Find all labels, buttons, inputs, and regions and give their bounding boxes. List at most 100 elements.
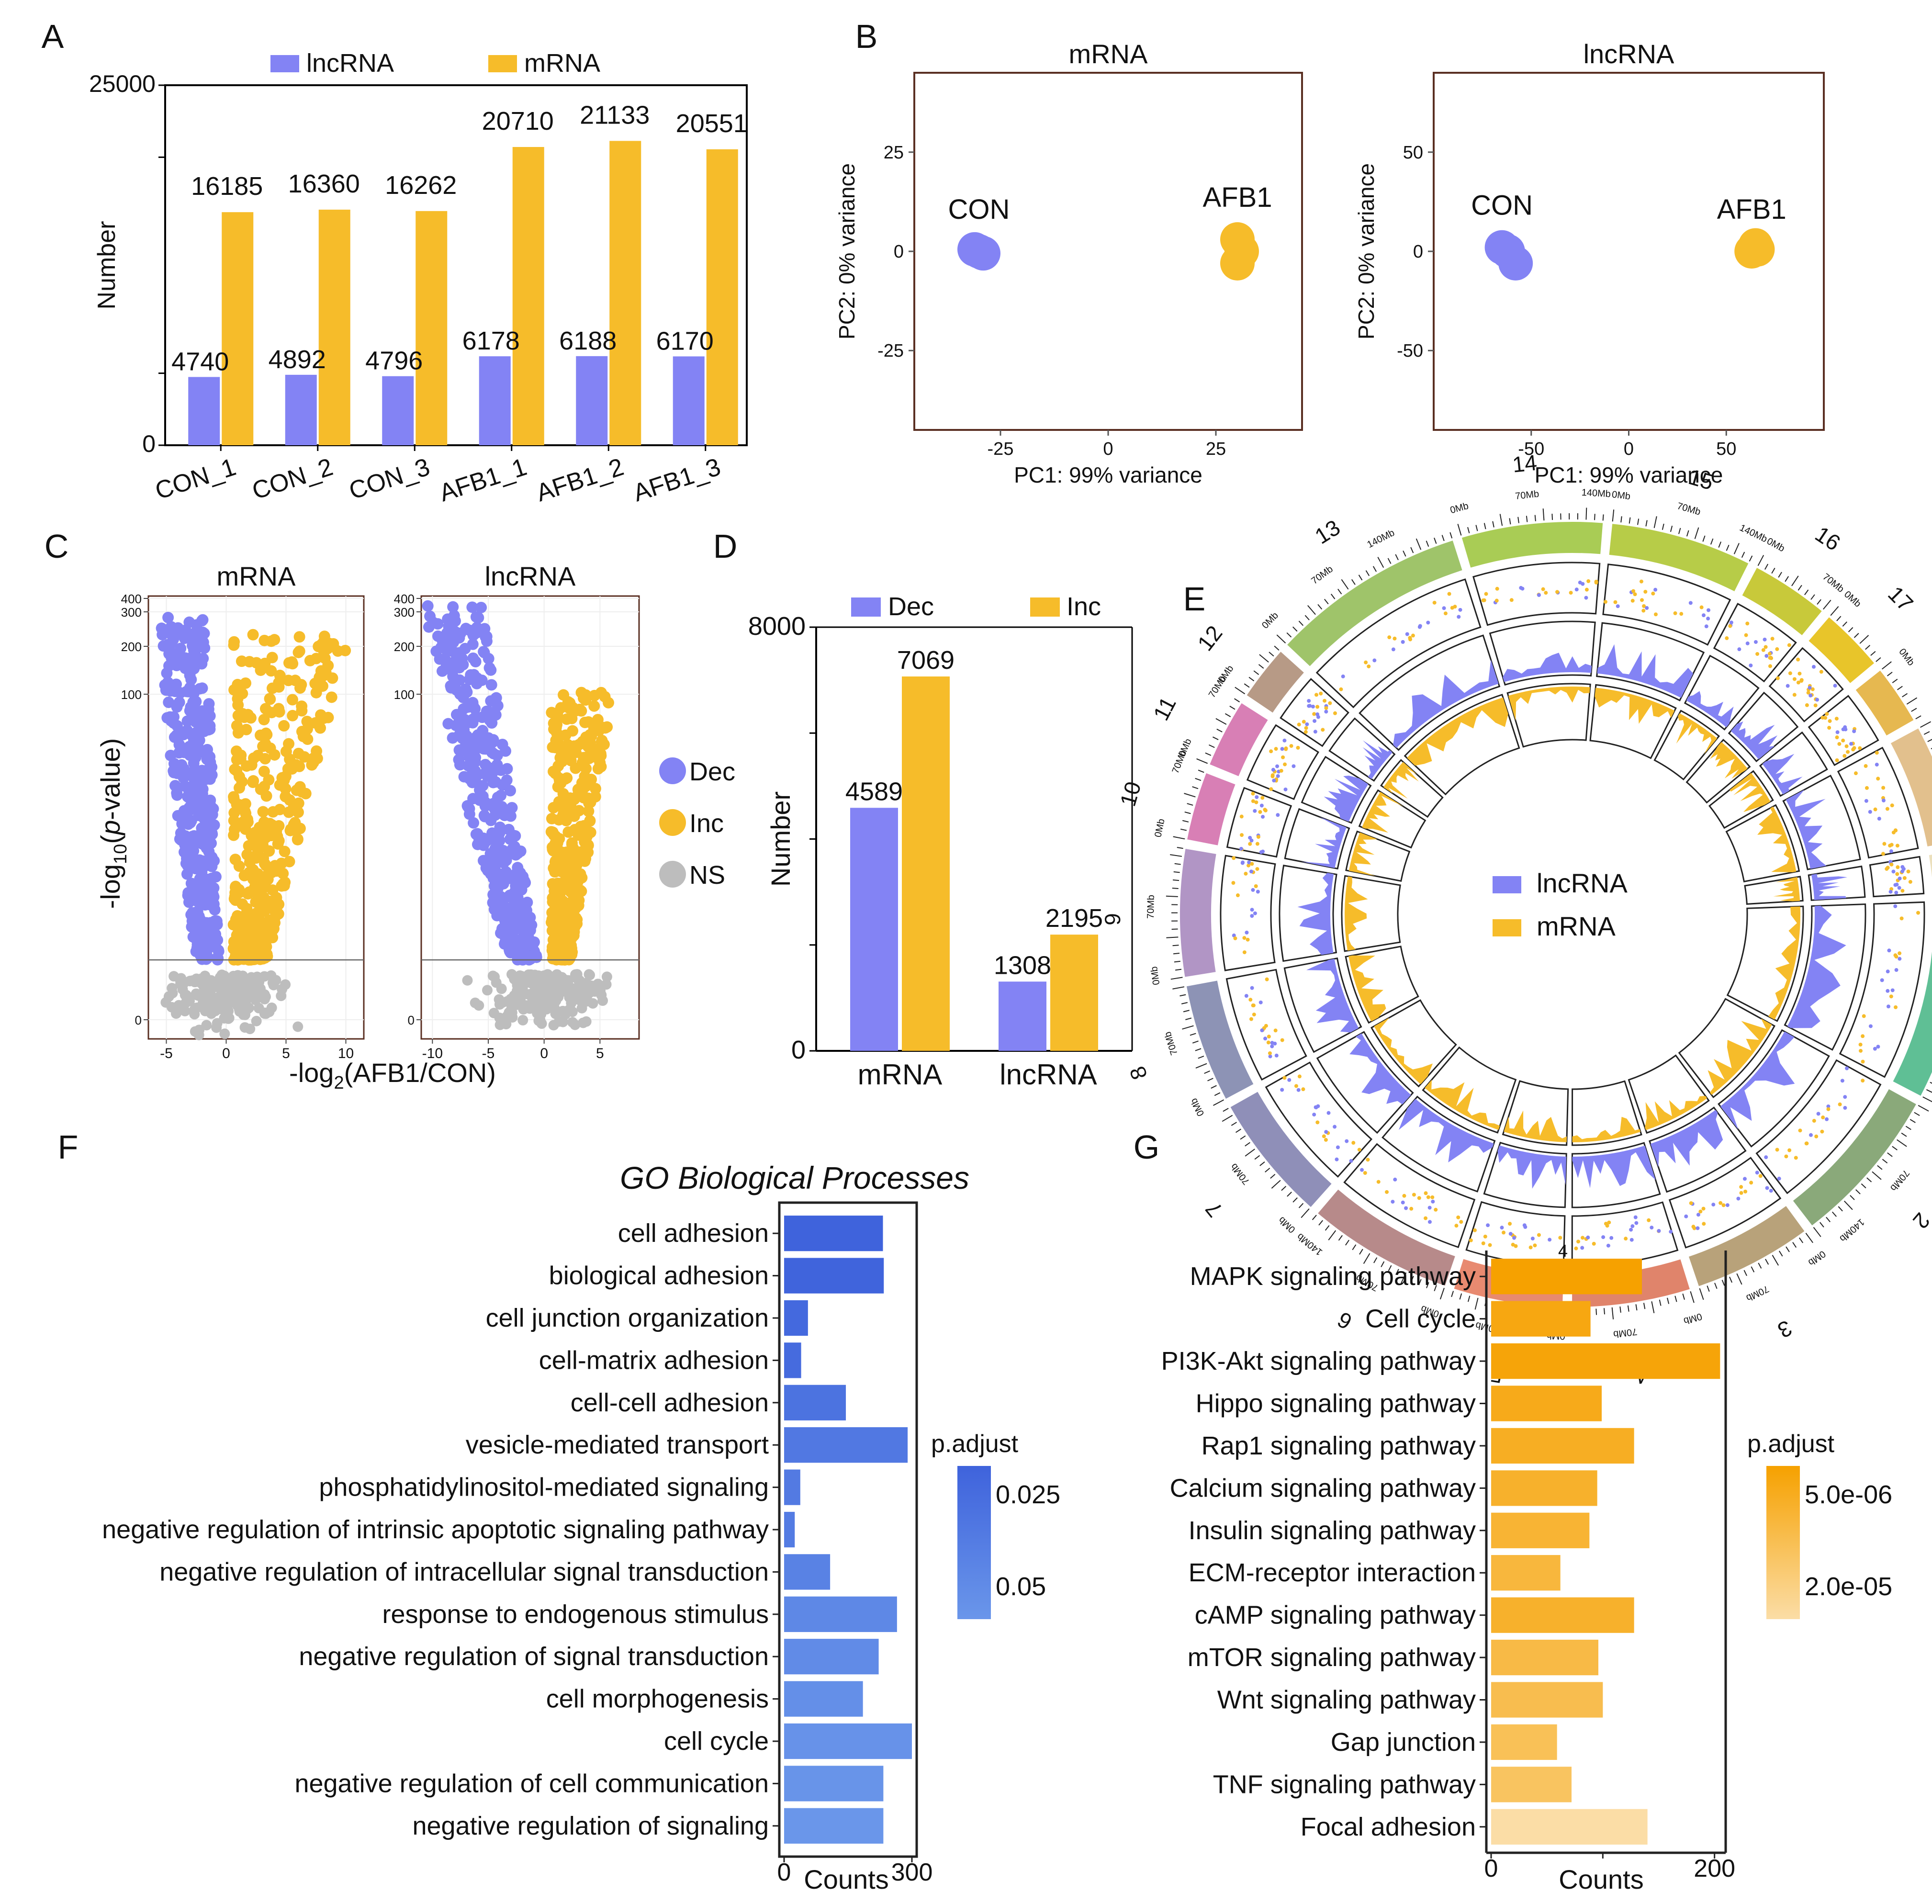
category-label: cell cycle: [664, 1727, 769, 1756]
density-point: [1248, 842, 1252, 846]
ns-point: [530, 980, 541, 991]
dec-point: [175, 642, 187, 654]
subplot-title: lncRNA: [485, 561, 576, 591]
inc-point: [548, 913, 560, 925]
y-tick-label: 0: [1413, 242, 1423, 262]
inc-point: [231, 765, 243, 777]
tick: [1174, 863, 1181, 865]
density-point: [1233, 936, 1237, 940]
tick: [1166, 895, 1178, 897]
x-axis-label-sub: 2: [334, 1073, 344, 1093]
tick: [1866, 1177, 1872, 1183]
density-point: [1402, 1194, 1406, 1198]
tick: [1848, 627, 1853, 632]
y-axis-label: PC2: 0% variance: [834, 163, 859, 339]
track-frame: [1280, 678, 1349, 747]
density-point: [1385, 1190, 1389, 1194]
density-point: [1260, 796, 1265, 800]
density-point: [1411, 633, 1415, 638]
dec-point: [502, 920, 514, 932]
inc-point: [603, 697, 615, 709]
dec-point: [494, 890, 506, 902]
tick: [1855, 1189, 1861, 1194]
category-label: biological adhesion: [549, 1262, 769, 1290]
density-point: [1877, 817, 1881, 821]
track-frame: [1345, 830, 1411, 882]
tick: [1897, 686, 1903, 690]
x-tick-label: 0: [1103, 439, 1113, 459]
density-point: [1408, 636, 1412, 640]
density-point: [1916, 911, 1921, 915]
y-tick-label: 300: [121, 605, 142, 620]
category-label: mTOR signaling pathway: [1188, 1643, 1476, 1672]
density-point: [1753, 640, 1758, 644]
colorbar: [1766, 1466, 1800, 1619]
tick: [1882, 1159, 1888, 1164]
chromosome-4: 0Mb70Mb4: [1571, 1080, 1703, 1389]
density-point: [1251, 1003, 1255, 1008]
dec-point: [196, 615, 208, 627]
tick: [1172, 888, 1179, 890]
track-frame: [1506, 683, 1591, 748]
tick: [1216, 729, 1223, 732]
density-point: [1840, 1079, 1844, 1083]
x-axis-label-part: -log: [289, 1058, 334, 1088]
inc-point: [249, 918, 261, 930]
dec-point: [201, 898, 213, 910]
tick: [1173, 953, 1180, 955]
ns-point: [211, 1022, 222, 1033]
density-point: [1252, 1013, 1256, 1017]
x-axis-label: PC1: 99% variance: [1535, 462, 1723, 487]
inc-point: [300, 788, 312, 800]
density-point: [1281, 755, 1285, 759]
lncrna-area: [1811, 874, 1848, 900]
tick: [1842, 621, 1847, 627]
tick: [1195, 777, 1202, 781]
density-point: [1313, 719, 1317, 723]
density-point: [1786, 684, 1790, 688]
density-point: [1787, 643, 1791, 647]
dec-point: [505, 946, 517, 958]
inc-point: [233, 860, 245, 872]
tick: [1881, 661, 1892, 670]
density-point: [1838, 1102, 1842, 1106]
value-label-lncrna: 4892: [269, 345, 326, 374]
density-point: [1811, 665, 1816, 669]
ns-point: [196, 973, 207, 984]
tick: [1751, 1266, 1755, 1273]
track-frame: [1649, 1106, 1747, 1193]
density-point: [1258, 1000, 1263, 1004]
bar-inc: [902, 676, 950, 1051]
dec-point: [180, 850, 192, 862]
density-point: [1240, 833, 1244, 837]
category-label: cell morphogenesis: [546, 1685, 769, 1713]
inc-point: [293, 645, 305, 657]
density-point: [1231, 881, 1236, 885]
tick-label: 0Mb: [1930, 1113, 1932, 1134]
density-point: [1641, 608, 1646, 613]
dec-point: [183, 785, 195, 797]
bar: [1491, 1809, 1648, 1845]
density-point: [1363, 1171, 1367, 1175]
dec-point: [486, 827, 498, 839]
tick-label: 70Mb: [1162, 1030, 1179, 1056]
panel-letter-c: C: [45, 528, 69, 565]
density-point: [1706, 617, 1710, 621]
inc-point: [236, 898, 248, 910]
tick: [1820, 1222, 1824, 1228]
density-point: [1244, 994, 1248, 998]
density-point: [1303, 730, 1308, 734]
dec-point: [503, 872, 515, 884]
category-label: negative regulation of intracellular sig…: [159, 1557, 769, 1586]
inc-point: [560, 815, 572, 827]
density-point: [1792, 677, 1797, 681]
density-point: [1885, 807, 1889, 811]
mrna-area: [1425, 1080, 1500, 1130]
tick: [1905, 1126, 1911, 1130]
dec-point: [180, 624, 191, 636]
dec-point: [450, 709, 462, 721]
dec-point: [485, 664, 497, 676]
tick: [1184, 811, 1191, 814]
